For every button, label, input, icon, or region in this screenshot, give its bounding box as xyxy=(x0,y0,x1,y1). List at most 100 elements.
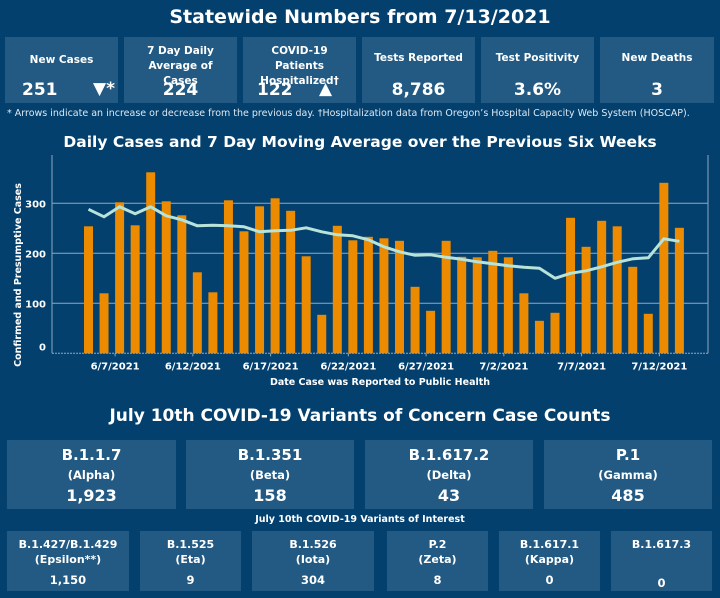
x-tick-label: 7/12/2021 xyxy=(631,361,687,372)
variant-count: 1,923 xyxy=(66,486,117,505)
bar-6/19/2021[interactable] xyxy=(301,256,311,354)
kpi-value: 8,786 xyxy=(391,80,446,100)
bar-7/7/2021[interactable] xyxy=(581,246,591,354)
variant-interest-eta[interactable]: B.1.525 (Eta) 9 xyxy=(140,531,241,591)
bar-6/13/2021[interactable] xyxy=(208,292,218,354)
bar-6/30/2021[interactable] xyxy=(472,257,482,354)
moving-average-line[interactable] xyxy=(87,205,680,280)
bar-6/28/2021[interactable] xyxy=(441,240,451,354)
variant-name: B.1.526 xyxy=(289,538,337,551)
bar-6/11/2021[interactable] xyxy=(177,215,187,354)
bar-6/27/2021[interactable] xyxy=(426,310,436,354)
variant-alias: (Eta) xyxy=(175,553,206,566)
bar-7/2/2021[interactable] xyxy=(503,257,513,354)
bar-7/10/2021[interactable] xyxy=(628,266,638,354)
variant-concern-gamma[interactable]: P.1 (Gamma) 485 xyxy=(544,440,712,509)
kpi-value: 122 xyxy=(257,80,293,100)
bar-7/9/2021[interactable] xyxy=(612,226,622,354)
variant-count: 9 xyxy=(186,573,195,587)
variant-name: B.1.617.3 xyxy=(631,538,692,551)
bar-6/9/2021[interactable] xyxy=(146,172,156,354)
kpi-label: Test Positivity xyxy=(495,52,580,64)
bar-7/11/2021[interactable] xyxy=(643,313,653,354)
kpi-7day-average[interactable]: 7 Day Daily Average of Cases 224 xyxy=(124,37,237,103)
variant-name: B.1.525 xyxy=(166,538,215,551)
variant-count: 1,150 xyxy=(49,573,87,587)
bar-7/1/2021[interactable] xyxy=(488,250,498,354)
variant-concern-alpha[interactable]: B.1.1.7 (Alpha) 1,923 xyxy=(7,440,176,509)
bar-6/23/2021[interactable] xyxy=(363,236,373,354)
bar-6/26/2021[interactable] xyxy=(410,286,420,354)
kpi-value: 3 xyxy=(651,80,663,100)
bar-6/7/2021[interactable] xyxy=(115,202,125,354)
variant-interest-epsilon[interactable]: B.1.427/B.1.429 (Epsilon**) 1,150 xyxy=(7,531,129,591)
variant-count: 485 xyxy=(611,486,645,505)
bar-6/15/2021[interactable] xyxy=(239,231,249,354)
axes: 0 100 200 300 6/7/2021 6/12/2021 6/17/2021 6/22… xyxy=(25,155,709,372)
variant-concern-delta[interactable]: B.1.617.2 (Delta) 43 xyxy=(365,440,533,509)
daily-cases-chart: 0 100 200 300 6/7/2021 6/12/2021 6/17/2021 6/22… xyxy=(13,155,709,388)
bar-6/18/2021[interactable] xyxy=(286,210,296,354)
up-arrow-icon: ▲ xyxy=(319,79,333,99)
x-tick-label: 6/7/2021 xyxy=(91,361,140,372)
kpi-value: 224 xyxy=(162,80,199,100)
variant-interest-iota[interactable]: B.1.526 (Iota) 304 xyxy=(252,531,374,591)
variant-alias: (Gamma) xyxy=(598,468,658,482)
kpi-value: 251 xyxy=(22,80,58,100)
bar-7/12/2021[interactable] xyxy=(659,182,669,354)
kpi-hospitalized[interactable]: COVID-19 Patients Hospitalized† 122 ▲ xyxy=(243,37,356,103)
variant-count: 304 xyxy=(300,573,325,587)
bar-6/14/2021[interactable] xyxy=(223,200,233,354)
bar-6/29/2021[interactable] xyxy=(457,256,467,354)
y-axis-label: Confirmed and Presumptive Cases xyxy=(13,183,24,367)
kpi-new-cases[interactable]: New Cases 251 ▼* xyxy=(5,37,118,103)
kpi-label: New Cases xyxy=(29,54,94,66)
bar-6/8/2021[interactable] xyxy=(130,225,140,354)
bar-6/20/2021[interactable] xyxy=(317,314,327,354)
variant-interest-zeta[interactable]: P.2 (Zeta) 8 xyxy=(387,531,488,591)
variant-interest-kappa[interactable]: B.1.617.1 (Kappa) 0 xyxy=(499,531,600,591)
page-title: Statewide Numbers from 7/13/2021 xyxy=(169,6,551,28)
bars xyxy=(84,172,684,354)
variant-alias: (Zeta) xyxy=(418,553,457,566)
bar-7/4/2021[interactable] xyxy=(534,320,544,354)
bar-6/17/2021[interactable] xyxy=(270,198,280,354)
y-tick-label: 100 xyxy=(25,299,46,310)
kpi-label: 7 Day Daily Average of Cases xyxy=(147,45,214,87)
chart-title: Daily Cases and 7 Day Moving Average ove… xyxy=(63,133,657,151)
down-arrow-icon: ▼* xyxy=(93,79,115,99)
bar-6/6/2021[interactable] xyxy=(99,293,109,354)
variant-name: B.1.427/B.1.429 xyxy=(18,538,118,551)
variants-title: July 10th COVID-19 Variants of Concern C… xyxy=(109,406,611,426)
bar-6/21/2021[interactable] xyxy=(332,225,342,354)
bar-6/16/2021[interactable] xyxy=(255,206,265,354)
bar-6/22/2021[interactable] xyxy=(348,240,358,354)
bar-7/6/2021[interactable] xyxy=(566,217,576,354)
x-axis-label: Date Case was Reported to Public Health xyxy=(270,377,490,388)
bar-6/5/2021[interactable] xyxy=(84,226,93,354)
x-tick-label: 7/2/2021 xyxy=(479,361,528,372)
variant-concern-beta[interactable]: B.1.351 (Beta) 158 xyxy=(186,440,354,509)
kpi-new-deaths[interactable]: New Deaths 3 xyxy=(600,37,714,103)
x-tick-label: 6/22/2021 xyxy=(320,361,376,372)
bar-6/12/2021[interactable] xyxy=(192,272,202,354)
bar-7/13/2021[interactable] xyxy=(674,227,684,354)
bar-7/8/2021[interactable] xyxy=(597,220,607,354)
variant-count: 0 xyxy=(545,573,554,587)
bar-6/24/2021[interactable] xyxy=(379,238,389,354)
bar-7/3/2021[interactable] xyxy=(519,293,529,354)
variant-interest-b16173[interactable]: B.1.617.3 0 xyxy=(611,531,712,591)
variant-alias: (Epsilon**) xyxy=(34,553,102,566)
x-tick-label: 6/27/2021 xyxy=(398,361,454,372)
variants-interest-title: July 10th COVID-19 Variants of Interest xyxy=(255,514,465,525)
y-tick-label: 300 xyxy=(25,199,46,210)
bar-7/5/2021[interactable] xyxy=(550,312,560,354)
variant-alias: (Iota) xyxy=(295,553,331,566)
variant-alias: (Beta) xyxy=(249,468,291,482)
kpi-test-positivity[interactable]: Test Positivity 3.6% xyxy=(481,37,594,103)
footnote: * Arrows indicate an increase or decreas… xyxy=(7,108,690,119)
kpi-tests-reported[interactable]: Tests Reported 8,786 xyxy=(362,37,475,103)
bar-6/10/2021[interactable] xyxy=(161,201,171,354)
kpi-label: New Deaths xyxy=(621,52,693,64)
bar-6/25/2021[interactable] xyxy=(395,240,404,354)
